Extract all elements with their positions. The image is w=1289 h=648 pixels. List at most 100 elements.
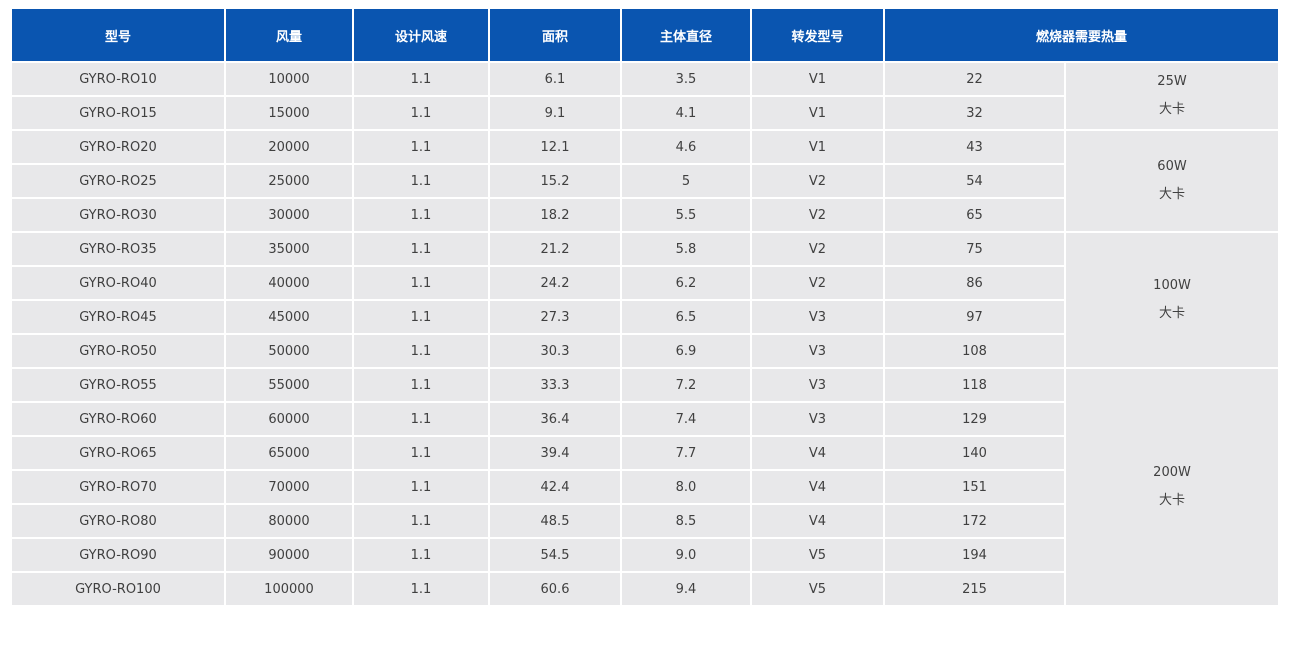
cell-body-diameter: 8.0: [620, 469, 752, 505]
cell-area: 18.2: [488, 197, 622, 233]
cell-design-speed: 1.1: [352, 197, 490, 233]
table-row: GYRO-RO100 100000 1.1 60.6 9.4 V5 215: [10, 571, 1279, 607]
cell-relay-model: V2: [750, 163, 885, 199]
cell-body-diameter: 6.9: [620, 333, 752, 369]
heat-group-power: 25W: [1157, 74, 1187, 89]
cell-body-diameter: 4.1: [620, 95, 752, 131]
table-row: GYRO-RO80 80000 1.1 48.5 8.5 V4 172: [10, 503, 1279, 539]
table-body: GYRO-RO10 10000 1.1 6.1 3.5 V1 22 25W 大卡 GYRO-RO1…: [10, 61, 1281, 607]
cell-area: 12.1: [488, 129, 622, 165]
table-row: GYRO-RO55 55000 1.1 33.3 7.2 V3 118 200W 大卡: [10, 367, 1281, 607]
cell-airflow: 100000: [224, 571, 354, 607]
cell-area: 54.5: [488, 537, 622, 573]
cell-model: GYRO-RO15: [10, 95, 226, 131]
table-row: GYRO-RO35 35000 1.1 21.2 5.8 V2 75 100W 大卡: [10, 231, 1281, 369]
cell-model: GYRO-RO10: [10, 61, 226, 97]
cell-relay-model: V1: [750, 129, 885, 165]
cell-burner-heat: 172: [883, 503, 1066, 539]
table-row: GYRO-RO90 90000 1.1 54.5 9.0 V5 194: [10, 537, 1279, 573]
cell-airflow: 45000: [224, 299, 354, 335]
cell-design-speed: 1.1: [352, 231, 490, 267]
cell-body-diameter: 7.2: [620, 367, 752, 403]
cell-body-diameter: 4.6: [620, 129, 752, 165]
cell-body-diameter: 5: [620, 163, 752, 199]
cell-area: 15.2: [488, 163, 622, 199]
cell-airflow: 25000: [224, 163, 354, 199]
cell-body-diameter: 5.8: [620, 231, 752, 267]
table-row: GYRO-RO45 45000 1.1 27.3 6.5 V3 97: [10, 299, 1279, 335]
cell-relay-model: V2: [750, 231, 885, 267]
cell-body-diameter: 7.7: [620, 435, 752, 471]
cell-burner-heat: 151: [883, 469, 1066, 505]
cell-burner-heat: 140: [883, 435, 1066, 471]
cell-burner-heat: 118: [883, 367, 1066, 403]
cell-relay-model: V3: [750, 299, 885, 335]
cell-model: GYRO-RO45: [10, 299, 226, 335]
header-model: 型号: [10, 7, 226, 63]
cell-airflow: 60000: [224, 401, 354, 437]
cell-area: 33.3: [488, 367, 622, 403]
cell-relay-model: V5: [750, 571, 885, 607]
cell-airflow: 55000: [224, 367, 354, 403]
cell-design-speed: 1.1: [352, 503, 490, 539]
heat-group-cell: 60W 大卡: [1063, 129, 1281, 233]
cell-burner-heat: 108: [883, 333, 1066, 369]
cell-body-diameter: 8.5: [620, 503, 752, 539]
table-row: GYRO-RO10 10000 1.1 6.1 3.5 V1 22 25W 大卡: [10, 61, 1281, 131]
cell-model: GYRO-RO65: [10, 435, 226, 471]
cell-relay-model: V1: [750, 95, 885, 131]
table-row: GYRO-RO70 70000 1.1 42.4 8.0 V4 151: [10, 469, 1279, 505]
cell-model: GYRO-RO20: [10, 129, 226, 165]
cell-relay-model: V2: [750, 197, 885, 233]
cell-burner-heat: 54: [883, 163, 1066, 199]
cell-burner-heat: 215: [883, 571, 1066, 607]
cell-area: 42.4: [488, 469, 622, 505]
cell-relay-model: V4: [750, 469, 885, 505]
cell-body-diameter: 3.5: [620, 61, 752, 97]
cell-airflow: 15000: [224, 95, 354, 131]
cell-model: GYRO-RO70: [10, 469, 226, 505]
header-relay-model: 转发型号: [750, 7, 885, 63]
cell-burner-heat: 22: [883, 61, 1066, 97]
spec-table-container: 型号 风量 设计风速 面积 主体直径 转发型号 燃烧器需要热量 GYRO-RO1…: [10, 7, 1281, 607]
table-row: GYRO-RO60 60000 1.1 36.4 7.4 V3 129: [10, 401, 1279, 437]
heat-group-unit: 大卡: [1159, 306, 1186, 321]
cell-airflow: 10000: [224, 61, 354, 97]
cell-airflow: 40000: [224, 265, 354, 301]
cell-relay-model: V5: [750, 537, 885, 573]
cell-relay-model: V3: [750, 333, 885, 369]
cell-area: 36.4: [488, 401, 622, 437]
cell-area: 39.4: [488, 435, 622, 471]
cell-body-diameter: 5.5: [620, 197, 752, 233]
table-row: GYRO-RO15 15000 1.1 9.1 4.1 V1 32: [10, 95, 1279, 131]
heat-group-power: 200W: [1153, 465, 1191, 480]
cell-model: GYRO-RO25: [10, 163, 226, 199]
cell-relay-model: V2: [750, 265, 885, 301]
cell-design-speed: 1.1: [352, 333, 490, 369]
cell-design-speed: 1.1: [352, 265, 490, 301]
cell-area: 6.1: [488, 61, 622, 97]
cell-design-speed: 1.1: [352, 129, 490, 165]
cell-design-speed: 1.1: [352, 95, 490, 131]
cell-model: GYRO-RO80: [10, 503, 226, 539]
heat-group-power: 100W: [1153, 278, 1191, 293]
cell-design-speed: 1.1: [352, 299, 490, 335]
spec-table: 型号 风量 设计风速 面积 主体直径 转发型号 燃烧器需要热量 GYRO-RO1…: [10, 7, 1281, 607]
cell-model: GYRO-RO50: [10, 333, 226, 369]
cell-area: 9.1: [488, 95, 622, 131]
table-row: GYRO-RO50 50000 1.1 30.3 6.9 V3 108: [10, 333, 1279, 369]
cell-design-speed: 1.1: [352, 469, 490, 505]
heat-group-unit: 大卡: [1159, 493, 1186, 508]
cell-body-diameter: 6.2: [620, 265, 752, 301]
cell-relay-model: V3: [750, 401, 885, 437]
cell-body-diameter: 7.4: [620, 401, 752, 437]
cell-model: GYRO-RO100: [10, 571, 226, 607]
cell-design-speed: 1.1: [352, 61, 490, 97]
cell-area: 24.2: [488, 265, 622, 301]
heat-group-unit: 大卡: [1159, 102, 1186, 117]
table-row: GYRO-RO40 40000 1.1 24.2 6.2 V2 86: [10, 265, 1279, 301]
cell-relay-model: V1: [750, 61, 885, 97]
cell-design-speed: 1.1: [352, 367, 490, 403]
header-burner-heat: 燃烧器需要热量: [882, 7, 1281, 63]
cell-design-speed: 1.1: [352, 537, 490, 573]
